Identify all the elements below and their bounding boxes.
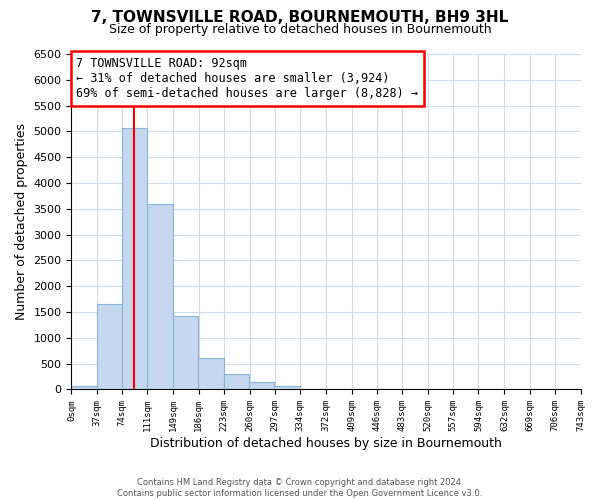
Bar [148, 204, 173, 390]
Bar [173, 316, 198, 390]
X-axis label: Distribution of detached houses by size in Bournemouth: Distribution of detached houses by size … [150, 437, 502, 450]
Text: 7 TOWNSVILLE ROAD: 92sqm
← 31% of detached houses are smaller (3,924)
69% of sem: 7 TOWNSVILLE ROAD: 92sqm ← 31% of detach… [76, 58, 418, 100]
Bar [198, 358, 224, 390]
Bar [249, 382, 274, 390]
Bar [224, 374, 249, 390]
Bar [122, 128, 148, 390]
Text: Size of property relative to detached houses in Bournemouth: Size of property relative to detached ho… [109, 22, 491, 36]
Bar [274, 386, 299, 390]
Bar [97, 304, 122, 390]
Y-axis label: Number of detached properties: Number of detached properties [15, 123, 28, 320]
Text: Contains HM Land Registry data © Crown copyright and database right 2024.
Contai: Contains HM Land Registry data © Crown c… [118, 478, 482, 498]
Text: 7, TOWNSVILLE ROAD, BOURNEMOUTH, BH9 3HL: 7, TOWNSVILLE ROAD, BOURNEMOUTH, BH9 3HL [91, 10, 509, 25]
Bar [71, 386, 97, 390]
